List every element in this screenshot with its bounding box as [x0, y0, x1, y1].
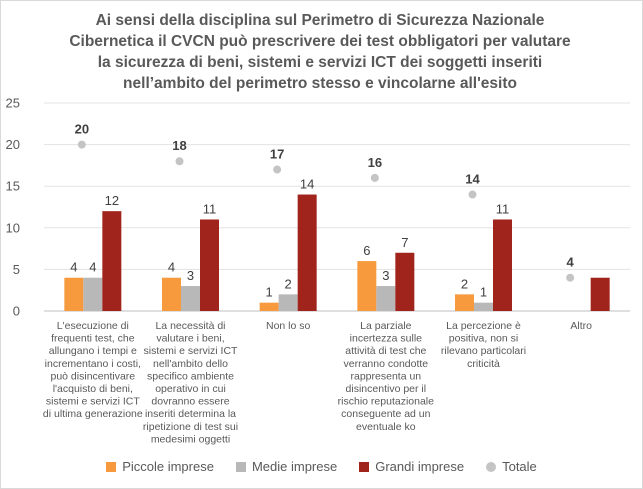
bar-piccole-imprese: [64, 278, 83, 311]
x-category-label: sistemi e servizi ICT: [46, 396, 141, 408]
bar-medie-imprese: [279, 294, 298, 311]
bar-grandi-imprese: [298, 195, 317, 311]
legend-swatch-medie: [236, 462, 246, 472]
total-marker: [469, 191, 477, 199]
bar-grandi-imprese: [591, 278, 610, 311]
bar-medie-imprese: [83, 278, 102, 311]
bar-grandi-imprese: [102, 211, 121, 311]
x-category-label: eventuale ko: [356, 421, 416, 433]
bar-piccole-imprese: [357, 261, 376, 311]
total-marker: [566, 274, 574, 282]
data-label: 6: [363, 243, 370, 258]
legend-label-totale: Totale: [502, 459, 537, 474]
total-label: 14: [465, 172, 480, 187]
data-label: 7: [401, 235, 408, 250]
legend-item-grandi: Grandi imprese: [359, 459, 464, 474]
total-label: 4: [567, 255, 575, 270]
total-label: 17: [270, 147, 284, 162]
total-marker: [273, 166, 281, 174]
total-marker: [176, 157, 184, 165]
bar-piccole-imprese: [455, 294, 474, 311]
x-category-label: verranno condotte: [344, 358, 429, 370]
bar-piccole-imprese: [162, 278, 181, 311]
data-label: 14: [300, 177, 314, 192]
y-tick-label: 20: [6, 137, 20, 152]
total-marker: [78, 141, 86, 149]
data-label: 11: [496, 201, 510, 216]
y-tick-label: 0: [13, 304, 20, 319]
x-category-label: medesimi oggetti: [151, 433, 230, 445]
bar-medie-imprese: [376, 286, 395, 311]
bar-grandi-imprese: [395, 253, 414, 311]
bar-grandi-imprese: [493, 219, 512, 311]
legend-item-totale: Totale: [486, 459, 537, 474]
data-label: 1: [480, 285, 487, 300]
data-label: 4: [168, 260, 175, 275]
legend-swatch-totale: [486, 462, 496, 472]
legend-label-grandi: Grandi imprese: [375, 459, 464, 474]
x-category-label: dovranno essere: [151, 396, 229, 408]
x-category-label: positiva, non si: [449, 333, 518, 345]
y-tick-label: 10: [6, 220, 20, 235]
data-label: 1: [266, 285, 273, 300]
x-category-label: rappresenta un: [351, 370, 422, 382]
x-category-label: rilevano particolari: [441, 345, 526, 357]
data-label: 2: [285, 276, 292, 291]
total-label: 18: [172, 138, 186, 153]
legend-swatch-grandi: [359, 462, 369, 472]
x-category-label: valutare i beni,: [156, 333, 224, 345]
legend-label-medie: Medie imprese: [252, 459, 337, 474]
x-category-label: rischio reputazionale: [338, 396, 434, 408]
x-category-label: di ultima generazione: [43, 408, 143, 420]
x-category-label: La necessità di: [155, 320, 225, 332]
bar-medie-imprese: [181, 286, 200, 311]
data-label: 3: [382, 268, 389, 283]
x-category-label: ripetizione di test sui: [143, 421, 238, 433]
x-category-label: Non lo so: [266, 320, 311, 332]
data-label: 2: [461, 276, 468, 291]
y-tick-label: 25: [6, 96, 20, 111]
x-category-label: L'esecuzione di: [57, 320, 129, 332]
x-category-label: incertezza sulle: [350, 333, 423, 345]
bar-medie-imprese: [474, 303, 493, 311]
legend-label-piccole: Piccole imprese: [122, 459, 214, 474]
x-category-label: sistemi e servizi ICT: [144, 345, 239, 357]
data-label: 4: [89, 260, 96, 275]
data-label: 11: [203, 201, 217, 216]
x-category-label: conseguente ad un: [341, 408, 430, 420]
x-category-label: operativo in cui: [155, 383, 226, 395]
legend-swatch-piccole: [106, 462, 116, 472]
bar-chart: 05101520254 41220L'esecuzione difrequenti…: [0, 0, 643, 489]
legend-item-medie: Medie imprese: [236, 459, 337, 474]
x-category-label: può disincentivare: [51, 370, 136, 382]
bar-grandi-imprese: [200, 219, 219, 311]
y-tick-label: 5: [13, 262, 20, 277]
x-category-label: inseriti determina la: [145, 408, 236, 420]
x-category-label: La parziale: [360, 320, 412, 332]
x-category-label: specifico ambiente: [147, 370, 234, 382]
x-category-label: attività di test che: [345, 345, 426, 357]
total-label: 20: [75, 122, 89, 137]
total-label: 16: [368, 155, 382, 170]
y-tick-label: 15: [6, 179, 20, 194]
legend-item-piccole: Piccole imprese: [106, 459, 214, 474]
x-category-label: Altro: [570, 320, 592, 332]
x-category-label: nell'ambito dello: [153, 358, 228, 370]
x-category-label: disincentivo per il: [346, 383, 427, 395]
x-category-label: l'acquisto di beni,: [53, 383, 133, 395]
x-category-label: frequenti test, che: [51, 333, 135, 345]
total-marker: [371, 174, 379, 182]
bar-piccole-imprese: [260, 303, 279, 311]
data-label: 4: [70, 260, 77, 275]
x-category-label: La percezione è: [446, 320, 521, 332]
x-category-label: allungano i tempi e: [49, 345, 137, 357]
x-category-label: criticità: [467, 358, 500, 370]
data-label: 3: [187, 268, 194, 283]
x-category-label: incrementano i costi,: [45, 358, 141, 370]
data-label: 12: [105, 193, 119, 208]
legend: Piccole imprese Medie imprese Grandi imp…: [0, 459, 643, 474]
